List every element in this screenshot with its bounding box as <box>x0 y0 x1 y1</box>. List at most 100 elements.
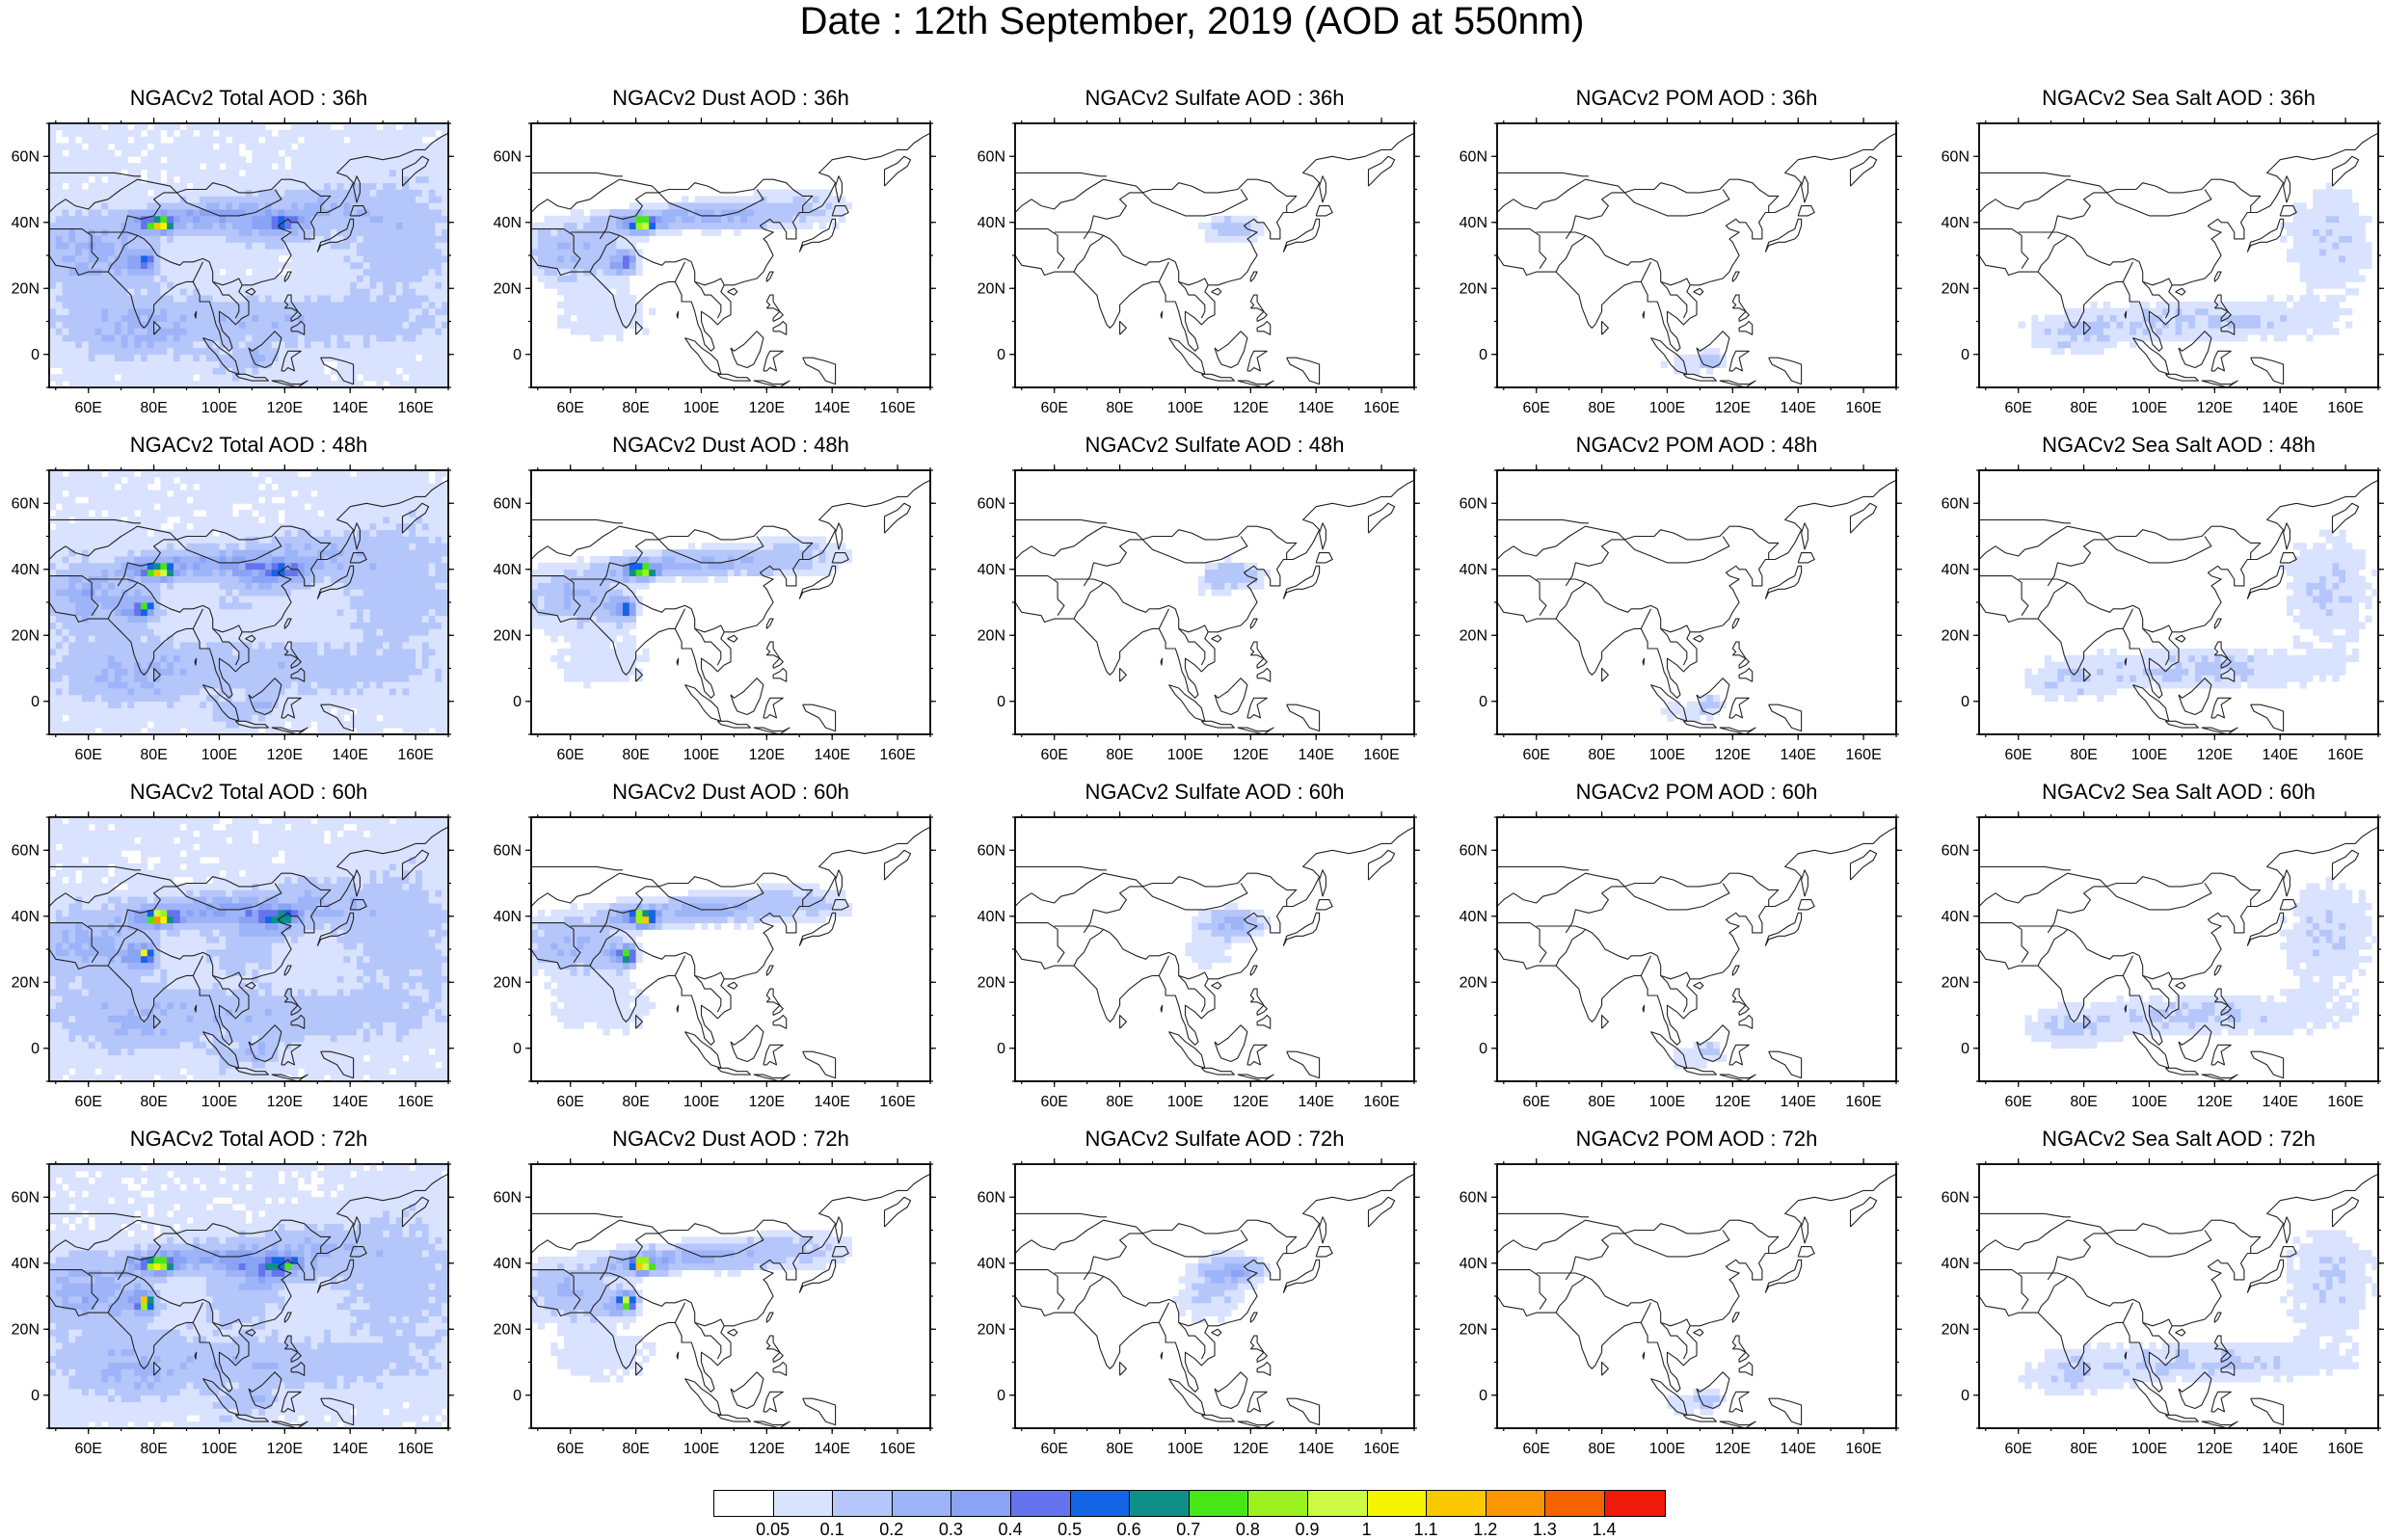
lon-tick-label: 160E <box>397 1094 433 1110</box>
colorbar-box <box>1190 1491 1249 1516</box>
colorbar-label: 1.3 <box>1533 1520 1557 1540</box>
lon-tick-label: 60E <box>1522 400 1549 416</box>
lon-tick-label: 120E <box>2197 747 2233 763</box>
lon-tick-label: 160E <box>397 747 433 763</box>
lon-tick-label: 100E <box>201 400 237 416</box>
lat-tick-label: 0 <box>1479 1041 1487 1057</box>
lon-tick-label: 140E <box>333 400 368 416</box>
lon-tick-label: 100E <box>201 1441 237 1457</box>
lat-tick-label: 40N <box>978 562 1005 578</box>
lon-tick-label: 80E <box>622 747 649 763</box>
colorbar-label: 0.05 <box>756 1520 790 1540</box>
lat-tick-label: 20N <box>1942 627 1969 644</box>
colorbar-label: 0.5 <box>1058 1520 1082 1540</box>
lat-tick-label: 60N <box>1460 148 1487 165</box>
lat-tick-label: 0 <box>513 347 522 363</box>
colorbar-box <box>833 1491 893 1516</box>
lon-tick-label: 100E <box>1649 747 1685 763</box>
lon-tick-label: 140E <box>1299 400 1334 416</box>
lat-tick-label: 60N <box>494 842 522 859</box>
lat-tick-label: 0 <box>997 1388 1005 1404</box>
lon-tick-label: 80E <box>1588 400 1615 416</box>
lat-tick-label: 60N <box>12 842 40 859</box>
lon-tick-label: 120E <box>749 400 785 416</box>
lon-tick-label: 60E <box>74 1094 101 1110</box>
lat-tick-label: 40N <box>494 909 522 925</box>
lon-tick-label: 100E <box>1649 1094 1685 1110</box>
lon-tick-label: 100E <box>1167 1094 1203 1110</box>
lon-tick-label: 140E <box>815 1094 850 1110</box>
lon-tick-label: 140E <box>1299 747 1334 763</box>
colorbar-label: 1.2 <box>1473 1520 1497 1540</box>
lat-tick-label: 20N <box>1942 280 1969 297</box>
lon-tick-label: 60E <box>2004 400 2031 416</box>
lat-tick-label: 60N <box>1942 148 1969 165</box>
lon-tick-label: 60E <box>556 1094 583 1110</box>
colorbar-box <box>714 1491 774 1516</box>
lon-tick-label: 60E <box>74 400 101 416</box>
lon-tick-label: 60E <box>2004 1441 2031 1457</box>
lon-tick-label: 80E <box>140 400 167 416</box>
lon-tick-label: 120E <box>1715 747 1751 763</box>
colorbar-box <box>1308 1491 1368 1516</box>
lon-tick-label: 160E <box>879 747 915 763</box>
lat-tick-label: 40N <box>978 215 1005 231</box>
lat-tick-label: 60N <box>1942 495 1969 512</box>
lat-tick-label: 60N <box>12 495 40 512</box>
colorbar-label: 0.7 <box>1176 1520 1200 1540</box>
lon-tick-label: 140E <box>1781 400 1816 416</box>
lon-tick-label: 140E <box>333 1441 368 1457</box>
lon-tick-label: 120E <box>267 400 303 416</box>
lat-tick-label: 20N <box>1460 1321 1487 1338</box>
lat-tick-label: 60N <box>494 495 522 512</box>
lon-tick-label: 120E <box>749 1441 785 1457</box>
lat-tick-label: 20N <box>12 1321 40 1338</box>
colorbar-label: 0.9 <box>1295 1520 1319 1540</box>
lat-tick-label: 40N <box>12 215 40 231</box>
lon-tick-label: 160E <box>1845 1441 1881 1457</box>
lon-tick-label: 140E <box>333 1094 368 1110</box>
lat-tick-label: 0 <box>1961 347 1969 363</box>
lat-tick-label: 0 <box>513 1388 522 1404</box>
lat-tick-label: 60N <box>978 842 1005 859</box>
lon-tick-label: 100E <box>201 1094 237 1110</box>
lon-tick-label: 60E <box>2004 1094 2031 1110</box>
lon-tick-label: 140E <box>1781 1094 1816 1110</box>
colorbar-box <box>1011 1491 1071 1516</box>
lon-tick-label: 80E <box>2070 747 2097 763</box>
lon-tick-label: 80E <box>140 1094 167 1110</box>
lat-tick-label: 20N <box>978 974 1005 991</box>
lon-tick-label: 140E <box>815 747 850 763</box>
lon-tick-label: 120E <box>749 1094 785 1110</box>
colorbar-box <box>951 1491 1011 1516</box>
lon-tick-label: 160E <box>2327 1094 2363 1110</box>
lat-tick-label: 0 <box>31 1041 40 1057</box>
colorbar-box <box>1545 1491 1605 1516</box>
colorbar-box <box>1487 1491 1546 1516</box>
lon-tick-label: 140E <box>2263 747 2298 763</box>
lon-tick-label: 100E <box>683 1094 719 1110</box>
lon-tick-label: 80E <box>622 400 649 416</box>
figure-title: Date : 12th September, 2019 (AOD at 550n… <box>0 0 2384 42</box>
lon-tick-label: 80E <box>1106 400 1133 416</box>
lon-tick-label: 80E <box>1106 1094 1133 1110</box>
lon-tick-label: 140E <box>1299 1441 1334 1457</box>
colorbar-label: 1.1 <box>1414 1520 1438 1540</box>
